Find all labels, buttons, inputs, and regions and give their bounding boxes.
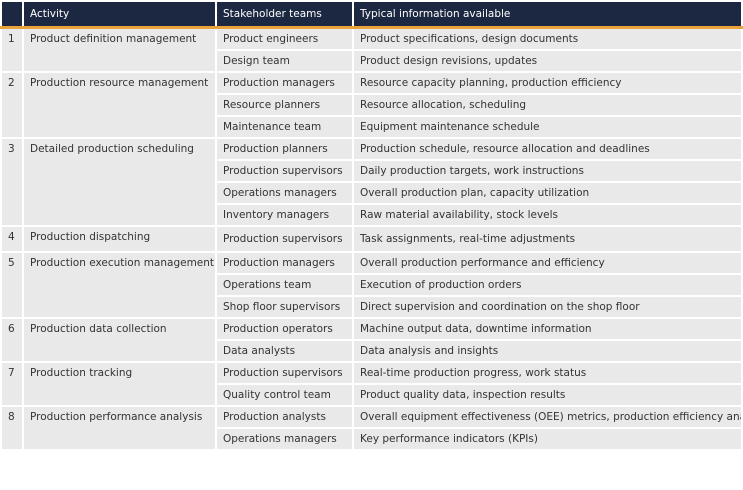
- row-number: 6: [0, 317, 24, 363]
- info-cell: Production schedule, resource allocation…: [352, 137, 743, 161]
- activity-cell: Production dispatching: [22, 225, 217, 253]
- team-cell: Operations managers: [215, 427, 354, 451]
- team-cell: Production planners: [215, 137, 354, 161]
- row-number: 1: [0, 26, 24, 73]
- team-cell: Product engineers: [215, 26, 354, 51]
- info-cell: Task assignments, real-time adjustments: [352, 225, 743, 253]
- team-cell: Inventory managers: [215, 203, 354, 227]
- team-cell: Production supervisors: [215, 225, 354, 253]
- team-cell: Production operators: [215, 317, 354, 341]
- team-cell: Production managers: [215, 71, 354, 95]
- team-cell: Design team: [215, 49, 354, 73]
- info-cell: Overall equipment effectiveness (OEE) me…: [352, 405, 743, 429]
- info-cell: Product specifications, design documents: [352, 26, 743, 51]
- table: Activity Stakeholder teams Typical infor…: [0, 0, 743, 451]
- row-number: 8: [0, 405, 24, 451]
- info-cell: Real-time production progress, work stat…: [352, 361, 743, 385]
- info-cell: Product quality data, inspection results: [352, 383, 743, 407]
- activity-cell: Detailed production scheduling: [22, 137, 217, 227]
- table-row: Operations team Execution of production o…: [1, 273, 743, 297]
- table-row: Production supervisors Daily production t…: [1, 159, 743, 183]
- row-number: 7: [0, 361, 24, 407]
- table-body: 1 Product definition management Product en…: [0, 26, 743, 451]
- info-cell: Resource allocation, scheduling: [352, 93, 743, 117]
- table-row: Inventory managers Raw material availabil…: [1, 203, 743, 227]
- info-cell: Product design revisions, updates: [352, 49, 743, 73]
- team-cell: Production analysts: [215, 405, 354, 429]
- info-cell: Machine output data, downtime informatio…: [352, 317, 743, 341]
- team-cell: Production supervisors: [215, 159, 354, 183]
- info-cell: Execution of production orders: [352, 273, 743, 297]
- table-row: Quality control team Product quality data…: [1, 383, 743, 407]
- info-cell: Overall production performance and effic…: [352, 251, 743, 275]
- activity-cell: Production execution management: [22, 251, 217, 319]
- table-row: Design team Product design revisions, upd…: [1, 49, 743, 73]
- info-cell: Raw material availability, stock levels: [352, 203, 743, 227]
- team-cell: Shop floor supervisors: [215, 295, 354, 319]
- header-row: Activity Stakeholder teams Typical infor…: [0, 0, 743, 29]
- table-row: Shop floor supervisors Direct supervision…: [1, 295, 743, 319]
- team-cell: Data analysts: [215, 339, 354, 363]
- activity-cell: Production data collection: [22, 317, 217, 363]
- table-row: 3 Detailed production scheduling Productio…: [0, 137, 743, 227]
- table-row: Operations managers Overall production pl…: [1, 181, 743, 205]
- table-row: Resource planners Resource allocation, sc…: [1, 93, 743, 117]
- activity-cell: Production performance analysis: [22, 405, 217, 451]
- info-cell: Resource capacity planning, production e…: [352, 71, 743, 95]
- header-cell: Activity: [22, 0, 217, 29]
- header-cell: [0, 0, 24, 29]
- table-row: Operations managers Key performance indic…: [1, 427, 743, 451]
- table-row: 1 Product definition management Product en…: [0, 26, 743, 73]
- info-cell: Direct supervision and coordination on t…: [352, 295, 743, 319]
- row-number: 2: [0, 71, 24, 139]
- row-number: 4: [0, 225, 24, 253]
- table-row: 2 Production resource management Productio…: [0, 71, 743, 139]
- info-cell: Data analysis and insights: [352, 339, 743, 363]
- info-cell: Overall production plan, capacity utiliz…: [352, 181, 743, 205]
- team-cell: Production managers: [215, 251, 354, 275]
- info-cell: Equipment maintenance schedule: [352, 115, 743, 139]
- table-header: Activity Stakeholder teams Typical infor…: [0, 0, 743, 29]
- info-cell: Daily production targets, work instructi…: [352, 159, 743, 183]
- table-row: 4 Production dispatching Production superv…: [0, 225, 743, 253]
- team-cell: Operations managers: [215, 181, 354, 205]
- activity-cell: Product definition management: [22, 26, 217, 73]
- table-row: 5 Production execution management Producti…: [0, 251, 743, 319]
- table-row: 6 Production data collection Production op…: [0, 317, 743, 363]
- row-number: 3: [0, 137, 24, 227]
- activity-cell: Production resource management: [22, 71, 217, 139]
- team-cell: Resource planners: [215, 93, 354, 117]
- table-row: Data analysts Data analysis and insights: [1, 339, 743, 363]
- team-cell: Operations team: [215, 273, 354, 297]
- header-cell: Typical information available: [352, 0, 743, 29]
- team-cell: Production supervisors: [215, 361, 354, 385]
- team-cell: Maintenance team: [215, 115, 354, 139]
- team-cell: Quality control team: [215, 383, 354, 407]
- table-row: 8 Production performance analysis Producti…: [0, 405, 743, 451]
- header-cell: Stakeholder teams: [215, 0, 354, 29]
- info-cell: Key performance indicators (KPIs): [352, 427, 743, 451]
- row-number: 5: [0, 251, 24, 319]
- activity-cell: Production tracking: [22, 361, 217, 407]
- table-row: 7 Production tracking Production superviso…: [0, 361, 743, 407]
- table-row: Maintenance team Equipment maintenance sc…: [1, 115, 743, 139]
